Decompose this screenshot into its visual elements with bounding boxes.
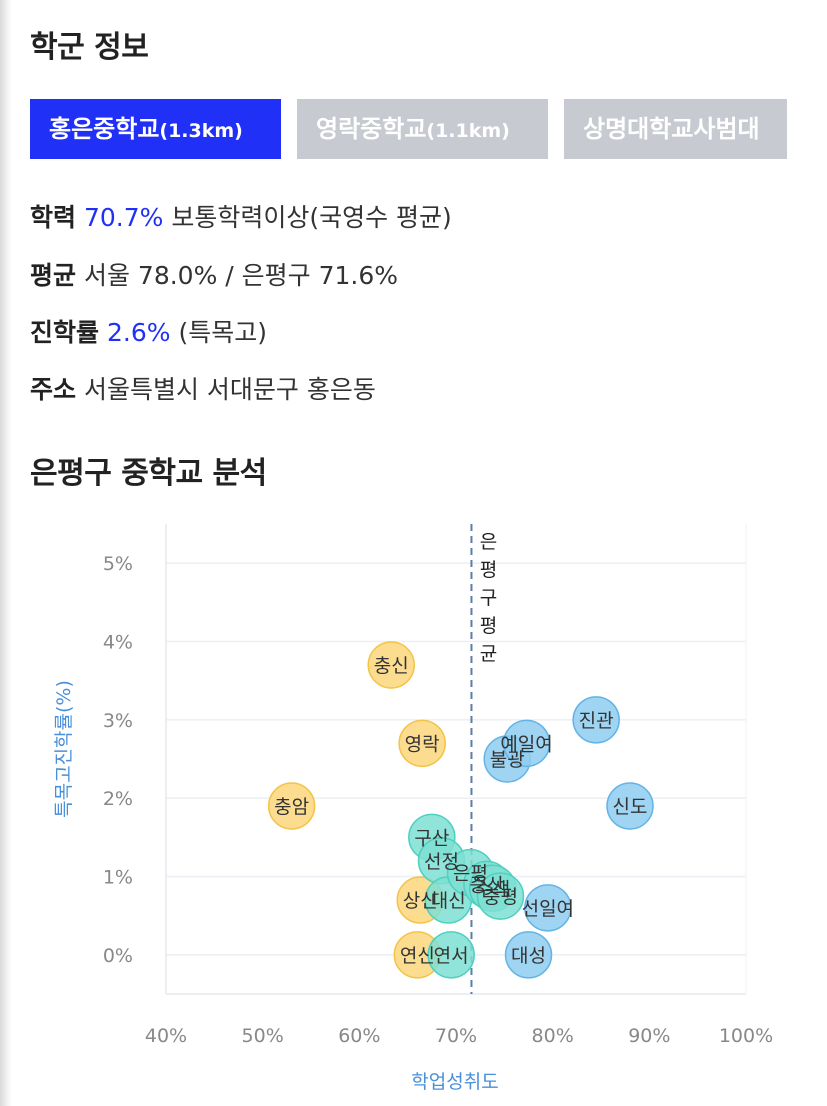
tab-hongeun[interactable]: 홍은중학교(1.3km) [30,99,281,159]
school-bubble-label: 진관 [579,710,614,732]
school-bubble-label: 대신 [431,890,466,912]
school-bubble-label: 선정 [424,851,459,873]
school-bubble [398,719,446,768]
y-tick-label: 0% [103,945,133,967]
school-bubble [606,782,654,830]
school-bubble-label: 충신 [374,655,409,677]
school-bubble-label: 연신 [400,945,435,967]
x-tick-label: 100% [719,1025,773,1047]
average-line-label-char: 구 [480,587,497,609]
school-bubble-label: 선일여 [522,898,574,920]
achievement-label: 학력 [30,203,77,232]
tab-name: 상명대학교사범대 [583,115,760,143]
y-axis-title: 특목고진학률(%) [53,680,75,818]
average-line-label-char: 은 [480,531,497,553]
school-bubble [267,782,316,830]
school-bubble [524,884,572,932]
school-bubble [476,872,525,920]
x-axis-title: 학업성취도 [411,1071,498,1093]
x-tick-label: 60% [338,1025,380,1047]
panel-edge-shadow [0,0,12,1106]
achievement-row: 학력 70.7% 보통학력이상(국영수 평균) [30,198,452,234]
tab-yeongnak[interactable]: 영락중학교(1.1km) [297,99,548,159]
average-line-label-char: 균 [480,643,497,665]
analysis-title: 은평구 중학교 분석 [30,456,267,491]
address-value: 서울특별시 서대문구 홍은동 [83,375,376,404]
school-bubble [504,931,553,979]
tab-distance: (1.1km) [426,120,510,142]
tab-distance: (1.3km) [159,120,243,142]
school-bubble-label: 수색 [475,878,510,900]
x-tick-label: 40% [145,1025,187,1047]
tab-name: 홍은중학교 [49,115,160,143]
y-tick-label: 5% [103,553,133,575]
school-bubble-label: 불광 [490,749,525,771]
y-tick-label: 1% [103,867,133,889]
school-analysis-scatter-chart: 0%1%2%3%4%5%40% 50% 60% 70% 80% 90% 100% 은평구평균… [53,524,773,1093]
x-tick-label: 70% [435,1025,477,1047]
y-tick-label: 2% [103,788,133,810]
average-label: 평균 [30,261,77,290]
school-bubble-label: 대성 [511,945,546,967]
school-bubble-label: 은평 [453,863,488,885]
school-tabs: 홍은중학교(1.3km) 영락중학교(1.1km) 상명대학교사범대 [30,99,787,159]
average-value: 서울 78.0% / 은평구 71.6% [83,261,399,290]
advance-rate-desc: (특목고) [178,318,267,347]
x-tick-label: 90% [628,1025,670,1047]
school-bubble-label: 연서 [434,945,469,967]
average-line-label-char: 평 [480,615,497,637]
address-label: 주소 [30,375,77,404]
school-bubble-label: 구산 [414,827,449,849]
advance-rate-label: 진학률 [30,318,100,347]
school-bubble [572,696,620,744]
y-tick-label: 3% [103,710,133,732]
school-bubble-label: 신도 [613,796,648,818]
school-bubble-label: 예일여 [500,733,552,755]
school-bubble-label: 영락 [405,733,440,755]
average-line-label-char: 평 [480,559,497,581]
y-tick-label: 4% [103,632,133,654]
school-bubble [427,931,475,979]
tab-sangmyung[interactable]: 상명대학교사범대 [564,99,787,159]
school-bubble [367,641,415,689]
school-bubble-label: 상신 [403,890,438,912]
school-bubble-label: 증산 [469,874,504,896]
advance-rate-row: 진학률 2.6% (특목고) [30,313,267,349]
average-row: 평균 서울 78.0% / 은평구 71.6% [30,256,398,292]
section-title: 학군 정보 [30,30,149,65]
x-tick-label: 80% [532,1025,574,1047]
address-row: 주소 서울특별시 서대문구 홍은동 [30,370,376,406]
achievement-desc: 보통학력이상(국영수 평균) [171,203,452,232]
advance-rate-value: 2.6% [106,318,171,347]
school-bubble-label: 충암 [274,796,309,818]
x-tick-label: 50% [242,1025,284,1047]
school-bubble [502,719,551,768]
school-bubble-label: 충평 [483,886,518,908]
tab-name: 영락중학교 [316,115,427,143]
achievement-value: 70.7% [83,203,164,232]
